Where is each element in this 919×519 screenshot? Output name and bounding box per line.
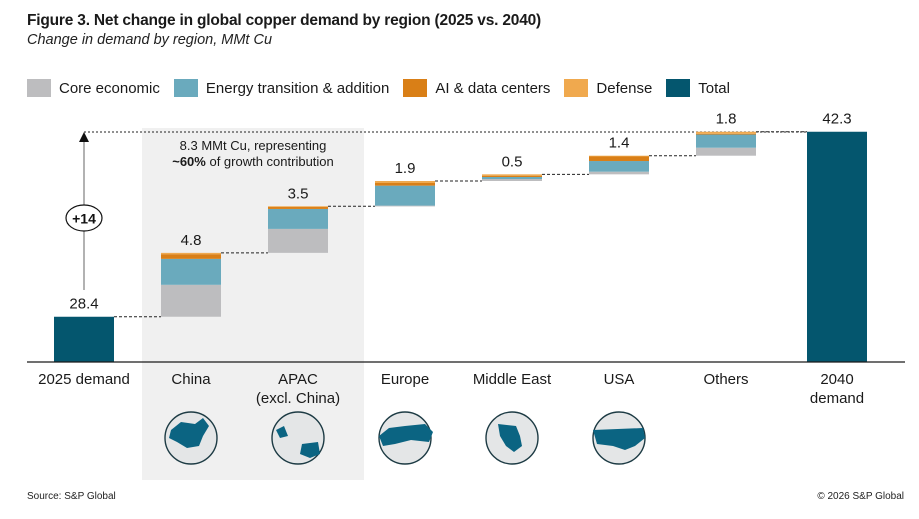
bar-segment-ai (696, 133, 756, 135)
legend-swatch-ai (403, 79, 428, 97)
bar-segment-core (375, 205, 435, 207)
category-label: China (171, 371, 211, 388)
bar-segment-defense (482, 174, 542, 176)
bar-segment-ai (161, 254, 221, 259)
bar-segment-energy (161, 258, 221, 285)
bar-segment-defense (589, 155, 649, 157)
bar-segment-energy (696, 134, 756, 148)
value-label: 28.4 (69, 296, 98, 313)
bar-segment-ai (268, 206, 328, 209)
middle-east-globe-icon (485, 411, 539, 465)
highlight-note-2: ~60% of growth contribution (172, 154, 334, 169)
legend-swatch-total (666, 79, 691, 97)
legend-swatch-energy (173, 79, 198, 97)
category-label: Others (703, 371, 748, 388)
bars (54, 131, 867, 362)
bar-segment-core (589, 171, 649, 175)
highlight-note-bold: ~60% (172, 154, 206, 169)
bar-segment-ai (482, 175, 542, 177)
value-label: 0.5 (502, 153, 523, 170)
legend: Core economic Energy transition & additi… (27, 79, 744, 97)
bar-segment-energy (589, 161, 649, 172)
category-label: 2025 demand (38, 371, 130, 388)
bar-total (54, 316, 114, 362)
category-labels: 2025 demand China APAC (excl. China) Europe M… (38, 371, 864, 407)
growth-arrow: +14 (65, 132, 103, 290)
usa-globe-icon (592, 411, 646, 465)
chart-title: Figure 3. Net change in global copper de… (27, 12, 542, 29)
bar-segment-defense (696, 131, 756, 134)
legend-item-total: Total (666, 79, 730, 97)
legend-label-total: Total (698, 79, 730, 97)
growth-badge (65, 204, 103, 232)
bar-segment-defense (161, 252, 221, 255)
legend-item-defense: Defense (564, 79, 652, 97)
category-label: APAC (278, 371, 318, 388)
bar-segment-energy (482, 177, 542, 179)
legend-swatch-defense (564, 79, 589, 97)
value-labels: 28.4 4.8 3.5 1.9 0.5 1.4 1.8 42.3 (69, 111, 851, 313)
bar-segment-ai (375, 182, 435, 186)
bar-segment-energy (268, 208, 328, 229)
legend-label-ai: AI & data centers (435, 79, 551, 97)
bar-segment-ai (589, 156, 649, 162)
value-label: 42.3 (822, 111, 851, 128)
bar-segment-energy (375, 185, 435, 206)
legend-label-core: Core economic (59, 79, 160, 97)
highlight-note-line1: 8.3 MMt Cu, representing (180, 138, 327, 153)
category-label: 2040 (820, 371, 853, 388)
europe-globe-icon (378, 411, 433, 465)
legend-swatch-core (27, 79, 51, 97)
category-label: (excl. China) (256, 390, 340, 407)
legend-label-energy: Energy transition & addition (205, 79, 390, 97)
value-label: 3.5 (288, 185, 309, 202)
bar-segment-core (268, 228, 328, 253)
bar-segment-defense (268, 206, 328, 208)
category-label: demand (810, 390, 864, 407)
legend-item-energy: Energy transition & addition (173, 79, 390, 97)
legend-label-defense: Defense (596, 79, 653, 97)
connector-lines (84, 131, 807, 318)
value-label: 4.8 (181, 232, 202, 249)
arrowhead-icon (79, 132, 89, 142)
category-label: Middle East (473, 371, 552, 388)
legend-item-core: Core economic (27, 79, 160, 97)
apac-globe-icon (271, 411, 325, 465)
legend-item-ai: AI & data centers (403, 79, 550, 97)
category-label: USA (604, 371, 635, 388)
region-icons (164, 411, 646, 465)
value-label: 1.8 (716, 111, 737, 128)
source-note: Source: S&P Global (27, 491, 116, 502)
bar-segment-defense (375, 180, 435, 183)
chart-subtitle: Change in demand by region, MMt Cu (27, 32, 273, 48)
bar-segment-core (161, 284, 221, 317)
bar-total (807, 131, 867, 362)
category-label: Europe (381, 371, 429, 388)
bar-segment-core (482, 178, 542, 181)
value-label: 1.9 (395, 160, 416, 177)
china-globe-icon (164, 411, 218, 465)
highlight-note-line2: of growth contribution (206, 154, 334, 169)
growth-badge-label: +14 (72, 211, 96, 227)
value-label: 1.4 (609, 135, 630, 152)
bar-segment-core (696, 147, 756, 156)
highlight-note: 8.3 MMt Cu, representing (180, 138, 327, 153)
copyright-note: © 2026 S&P Global (817, 491, 904, 502)
